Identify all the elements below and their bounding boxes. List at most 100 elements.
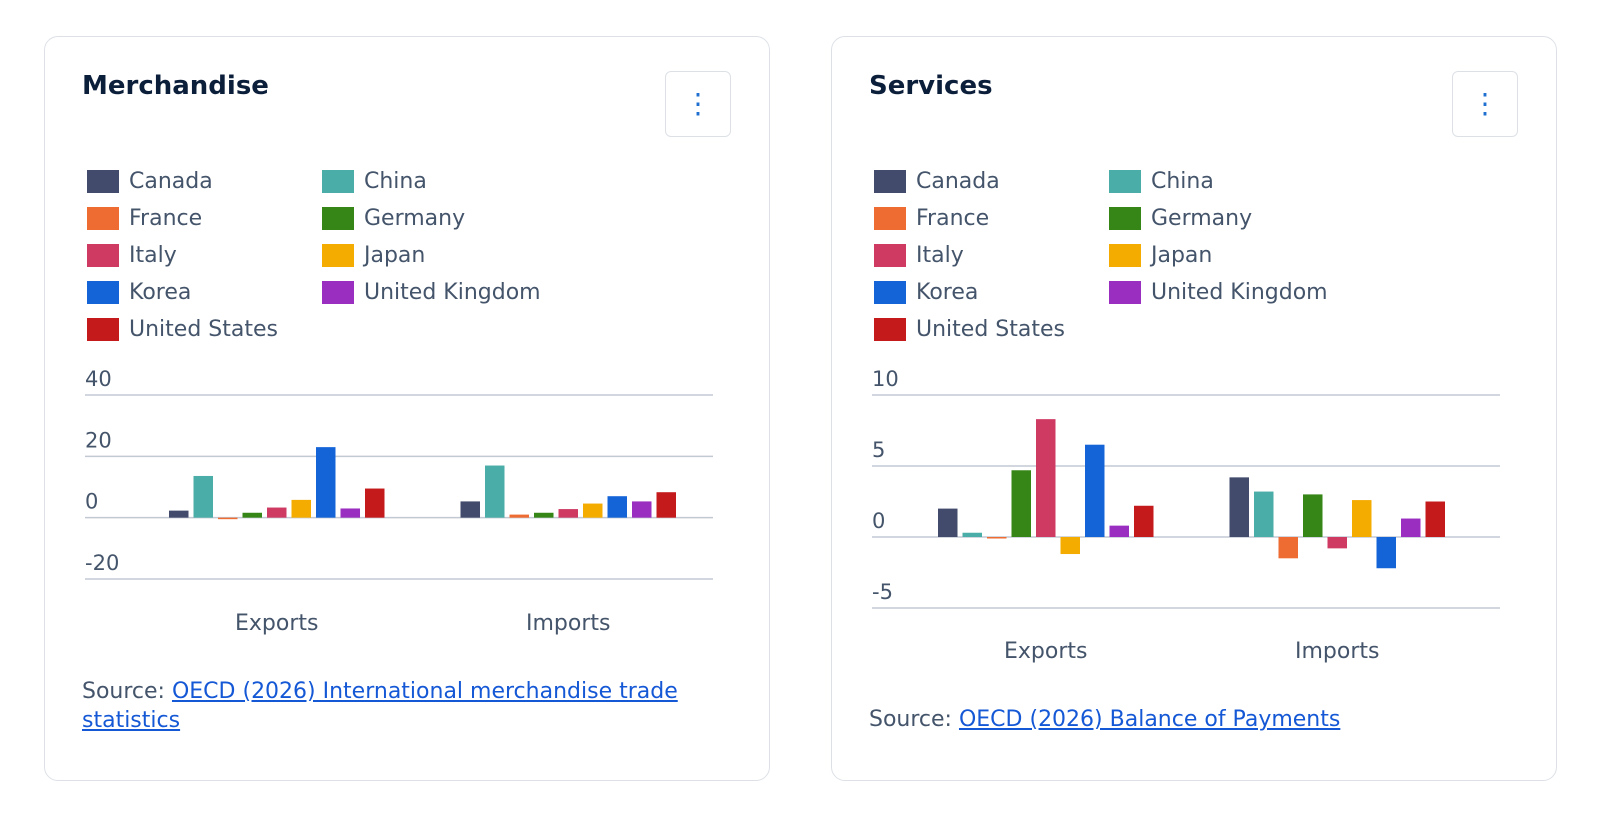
bar-japan-exports[interactable] bbox=[291, 499, 312, 518]
legend-item-united-kingdom[interactable]: United Kingdom bbox=[1109, 277, 1354, 308]
bar-france-imports[interactable] bbox=[1278, 537, 1299, 559]
bar-united-states-imports[interactable] bbox=[656, 492, 677, 518]
bar-canada-exports[interactable] bbox=[169, 510, 189, 518]
legend-swatch bbox=[874, 318, 906, 341]
y-tick-label: 5 bbox=[872, 438, 885, 462]
legend-item-germany[interactable]: Germany bbox=[322, 203, 567, 234]
bar-korea-imports[interactable] bbox=[607, 496, 628, 518]
legend-label: Canada bbox=[916, 169, 1000, 194]
bar-france-exports[interactable] bbox=[987, 537, 1007, 539]
bar-united-states-imports[interactable] bbox=[1425, 501, 1446, 538]
x-category-label: Exports bbox=[235, 611, 318, 636]
chart-legend: Canada China France Germany Italy Japan Korea U… bbox=[874, 166, 1354, 345]
y-tick-label: 0 bbox=[872, 509, 885, 533]
legend-swatch bbox=[1109, 170, 1141, 193]
legend-label: United States bbox=[129, 317, 278, 342]
legend-swatch bbox=[322, 207, 354, 230]
y-tick-label: 0 bbox=[85, 490, 98, 514]
legend-swatch bbox=[322, 244, 354, 267]
legend-item-canada[interactable]: Canada bbox=[87, 166, 322, 197]
bar-italy-imports[interactable] bbox=[558, 509, 579, 518]
bar-germany-imports[interactable] bbox=[534, 512, 554, 518]
legend-label: United Kingdom bbox=[364, 280, 541, 305]
bar-italy-imports[interactable] bbox=[1327, 537, 1348, 549]
bar-united-kingdom-imports[interactable] bbox=[632, 501, 652, 518]
legend-item-italy[interactable]: Italy bbox=[874, 240, 1109, 271]
legend-swatch bbox=[87, 244, 119, 267]
card-title: Merchandise bbox=[82, 71, 269, 101]
legend-item-japan[interactable]: Japan bbox=[322, 240, 567, 271]
services-card: Services ⋮ Canada China France Germany Italy… bbox=[831, 36, 1557, 781]
bar-japan-exports[interactable] bbox=[1060, 537, 1081, 555]
bar-united-kingdom-imports[interactable] bbox=[1401, 518, 1421, 537]
bar-china-exports[interactable] bbox=[193, 475, 214, 518]
y-tick-label: 20 bbox=[85, 428, 112, 452]
source-note: Source: OECD (2026) Balance of Payments bbox=[869, 705, 1509, 734]
legend-swatch bbox=[1109, 244, 1141, 267]
legend-item-united-states[interactable]: United States bbox=[874, 314, 1109, 345]
bar-germany-exports[interactable] bbox=[242, 512, 263, 518]
bar-korea-exports[interactable] bbox=[316, 447, 336, 518]
legend-item-france[interactable]: France bbox=[874, 203, 1109, 234]
legend-swatch bbox=[87, 281, 119, 304]
bar-germany-exports[interactable] bbox=[1011, 470, 1032, 537]
bar-japan-imports[interactable] bbox=[1352, 500, 1372, 537]
legend-swatch bbox=[874, 207, 906, 230]
bar-united-states-exports[interactable] bbox=[365, 488, 385, 518]
legend-label: Canada bbox=[129, 169, 213, 194]
bar-germany-imports[interactable] bbox=[1303, 494, 1323, 537]
bar-china-imports[interactable] bbox=[1254, 491, 1274, 537]
source-prefix: Source: bbox=[869, 707, 959, 732]
bar-canada-imports[interactable] bbox=[1229, 477, 1250, 537]
bar-canada-imports[interactable] bbox=[460, 501, 481, 518]
more-options-button[interactable]: ⋮ bbox=[665, 71, 731, 137]
y-tick-label: 10 bbox=[872, 367, 899, 391]
legend-item-france[interactable]: France bbox=[87, 203, 322, 234]
legend-label: Japan bbox=[1151, 243, 1213, 268]
legend-item-china[interactable]: China bbox=[1109, 166, 1354, 197]
legend-label: Korea bbox=[129, 280, 192, 305]
legend-item-korea[interactable]: Korea bbox=[874, 277, 1109, 308]
y-tick-label: -5 bbox=[872, 580, 893, 604]
y-tick-label: 40 bbox=[85, 367, 112, 391]
legend-label: China bbox=[364, 169, 427, 194]
legend-swatch bbox=[874, 244, 906, 267]
bar-korea-imports[interactable] bbox=[1376, 537, 1397, 569]
legend-label: Germany bbox=[1151, 206, 1253, 231]
legend-label: Italy bbox=[129, 243, 177, 268]
bar-france-exports[interactable] bbox=[218, 517, 238, 520]
legend-item-germany[interactable]: Germany bbox=[1109, 203, 1354, 234]
bar-united-kingdom-exports[interactable] bbox=[340, 508, 361, 518]
legend-item-canada[interactable]: Canada bbox=[874, 166, 1109, 197]
legend-item-united-kingdom[interactable]: United Kingdom bbox=[322, 277, 567, 308]
merchandise-card: Merchandise ⋮ Canada China France Germany It… bbox=[44, 36, 770, 781]
legend-swatch bbox=[1109, 207, 1141, 230]
bar-korea-exports[interactable] bbox=[1085, 444, 1105, 537]
legend-swatch bbox=[87, 318, 119, 341]
x-category-label: Imports bbox=[526, 611, 610, 636]
bar-italy-exports[interactable] bbox=[267, 507, 287, 518]
bar-japan-imports[interactable] bbox=[583, 503, 603, 518]
more-vertical-icon: ⋮ bbox=[684, 87, 712, 120]
legend-swatch bbox=[1109, 281, 1141, 304]
legend-item-united-states[interactable]: United States bbox=[87, 314, 322, 345]
bar-china-imports[interactable] bbox=[485, 465, 505, 518]
bar-france-imports[interactable] bbox=[509, 514, 530, 518]
legend-swatch bbox=[87, 207, 119, 230]
legend-label: United States bbox=[916, 317, 1065, 342]
source-link[interactable]: OECD (2026) International merchandise tr… bbox=[82, 679, 678, 733]
source-link[interactable]: OECD (2026) Balance of Payments bbox=[958, 707, 1341, 732]
legend-item-italy[interactable]: Italy bbox=[87, 240, 322, 271]
bar-united-kingdom-exports[interactable] bbox=[1109, 525, 1130, 537]
more-options-button[interactable]: ⋮ bbox=[1452, 71, 1518, 137]
legend-item-japan[interactable]: Japan bbox=[1109, 240, 1354, 271]
legend-item-korea[interactable]: Korea bbox=[87, 277, 322, 308]
legend-item-china[interactable]: China bbox=[322, 166, 567, 197]
bar-canada-exports[interactable] bbox=[938, 508, 958, 537]
card-title: Services bbox=[869, 71, 993, 101]
x-category-label: Imports bbox=[1295, 639, 1379, 664]
bar-united-states-exports[interactable] bbox=[1134, 505, 1154, 537]
chart-legend: Canada China France Germany Italy Japan Korea U… bbox=[87, 166, 567, 345]
bar-italy-exports[interactable] bbox=[1036, 419, 1056, 537]
bar-china-exports[interactable] bbox=[962, 532, 983, 537]
